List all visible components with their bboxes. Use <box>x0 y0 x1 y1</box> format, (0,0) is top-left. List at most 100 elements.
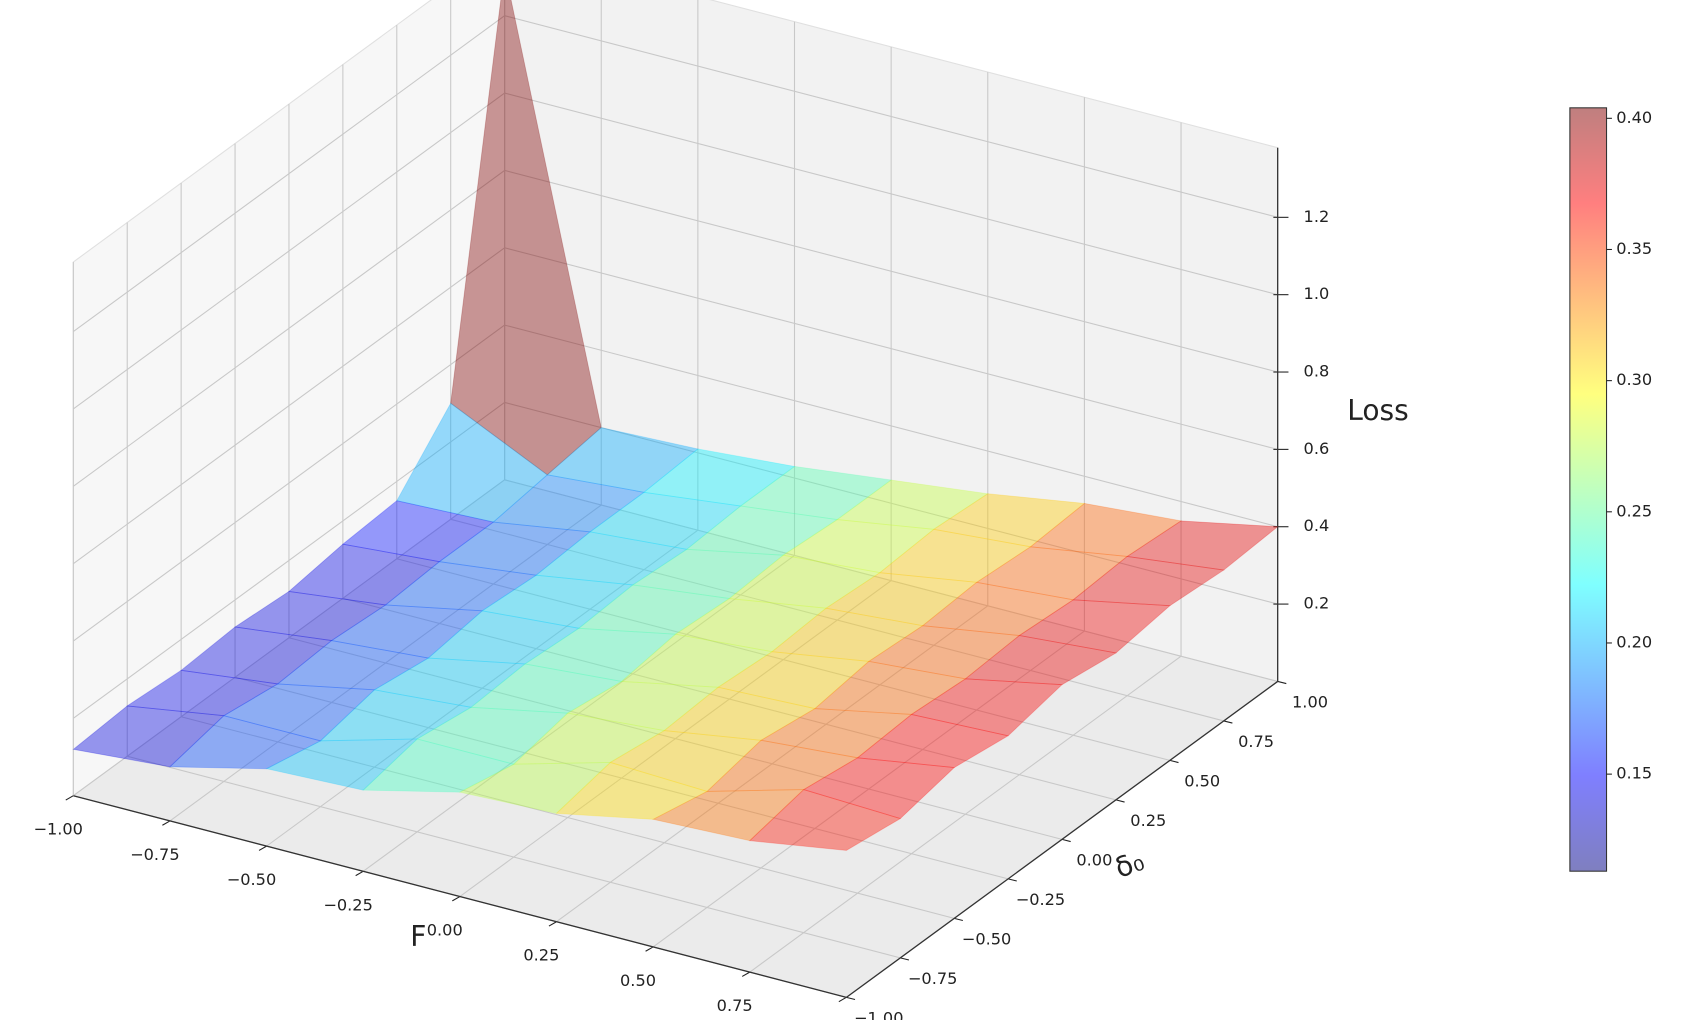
x-axis-line <box>73 795 847 998</box>
x-tick <box>452 896 461 902</box>
surface-face <box>72 705 225 768</box>
y-axis-line <box>846 680 1279 998</box>
grid-line <box>288 637 1063 840</box>
surface-face <box>910 678 1064 737</box>
surface-face <box>964 635 1118 686</box>
x-tick-label: 0.75 <box>717 996 753 1015</box>
grid-line <box>72 324 505 642</box>
grid-line <box>504 479 1278 682</box>
surface-face <box>921 581 1075 636</box>
grid-line <box>504 92 1278 296</box>
y-tick-label: 0.75 <box>1238 732 1274 751</box>
z-tick-label: 0.2 <box>1304 594 1330 613</box>
x-tick <box>162 820 171 826</box>
surface-face <box>362 738 515 793</box>
grid-line <box>127 755 901 959</box>
x-tick-label: 0.25 <box>523 946 559 965</box>
x-tick <box>355 870 364 877</box>
y-tick <box>1007 878 1017 882</box>
surface-face <box>384 561 538 612</box>
colorbar-tick-label: 0.40 <box>1616 108 1652 127</box>
y-axis-label: δ₀ <box>1110 844 1148 885</box>
surface-face <box>469 663 623 714</box>
x-tick <box>258 845 267 851</box>
surface-face <box>492 474 646 533</box>
surface-face <box>1018 599 1171 654</box>
plot-area: −1.00−0.75−0.50−0.250.000.250.500.751.00… <box>33 0 1652 1020</box>
surface-face <box>651 789 805 842</box>
surface-face <box>620 633 774 688</box>
grid-line <box>504 15 1278 218</box>
z-tick-label: 0.6 <box>1304 439 1330 458</box>
x-tick <box>65 795 74 801</box>
surface-face <box>1125 520 1279 571</box>
surface-face <box>512 712 666 765</box>
y-tick-label: −0.50 <box>962 929 1012 948</box>
surface-face <box>535 531 688 586</box>
surface-face <box>222 683 376 742</box>
surface-face <box>631 548 785 599</box>
surface-face <box>685 505 839 556</box>
surface-face <box>287 543 441 606</box>
colorbar-tick-label: 0.20 <box>1616 632 1652 651</box>
surface-face <box>233 590 387 642</box>
x-tick-label: 0.50 <box>620 971 656 990</box>
grid-line <box>72 92 505 410</box>
y-tick-label: 0.50 <box>1184 771 1220 790</box>
y-tick-label: 1.00 <box>1292 692 1328 711</box>
surface-face <box>739 465 893 521</box>
surface-face <box>824 572 978 627</box>
y-tick <box>1169 759 1179 764</box>
surface-face <box>265 738 419 791</box>
x-tick-label: −0.50 <box>227 870 277 889</box>
surface-face <box>125 669 280 717</box>
z-tick-label: 1.2 <box>1304 207 1330 226</box>
surface-face <box>416 706 569 765</box>
y-tick-label: −1.00 <box>854 1008 904 1020</box>
surface-face <box>867 625 1021 680</box>
surface-face <box>555 761 709 820</box>
grid-line <box>450 518 1224 722</box>
grid-line <box>72 15 505 333</box>
surface-face <box>932 493 1086 548</box>
surface-face <box>759 708 913 759</box>
x-tick-label: 0.00 <box>427 921 463 940</box>
surface-face <box>609 730 762 792</box>
colorbar-tick-label: 0.25 <box>1616 501 1652 520</box>
colorbar <box>1569 107 1608 872</box>
surface-face <box>566 680 720 732</box>
surface-face <box>458 761 612 814</box>
y-tick-label: 0.00 <box>1076 850 1112 869</box>
surface-face <box>771 607 924 662</box>
z-tick-label: 0.4 <box>1304 516 1330 535</box>
y-tick <box>846 996 856 1001</box>
surface-face <box>427 610 581 665</box>
grid-line <box>504 324 1278 528</box>
surface-face <box>705 739 859 792</box>
colorbar-tick-label: 0.35 <box>1616 239 1652 258</box>
surface-face <box>642 448 796 507</box>
z-tick-label: 1.0 <box>1304 284 1330 303</box>
surface-face <box>1029 502 1183 557</box>
surface-face <box>674 598 828 653</box>
surface-face <box>546 427 699 493</box>
surface-face <box>373 657 527 708</box>
y-tick <box>1061 838 1071 843</box>
surface-face <box>330 604 484 659</box>
y-tick <box>1115 799 1125 803</box>
grid-line <box>504 169 1278 373</box>
surface-face <box>878 528 1032 583</box>
surface-face <box>577 584 731 635</box>
surface-face <box>341 500 495 563</box>
y-tick <box>1277 680 1287 685</box>
colorbar-tick-label: 0.15 <box>1616 764 1652 783</box>
surface-face <box>856 713 1010 769</box>
grid-line <box>72 402 505 719</box>
surface-face <box>180 626 333 685</box>
surface-face <box>319 689 473 742</box>
surface-face <box>748 789 902 851</box>
x-tick <box>645 946 654 952</box>
surface-face <box>717 651 870 710</box>
grid-line <box>72 169 505 487</box>
